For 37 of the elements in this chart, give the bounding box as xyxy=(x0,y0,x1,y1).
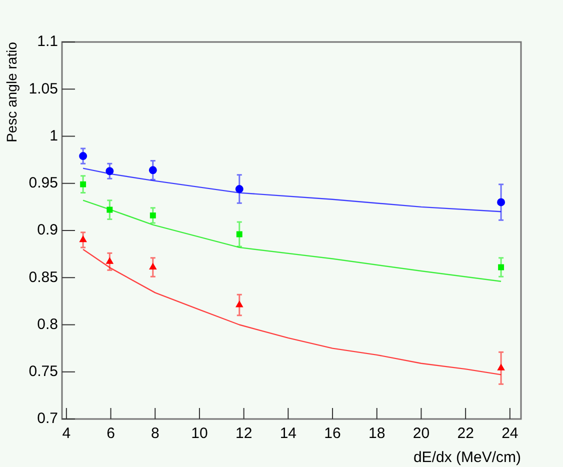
y-tick-label: 1 xyxy=(50,127,58,144)
x-tick-label: 10 xyxy=(191,425,208,442)
x-tick-label: 22 xyxy=(457,425,474,442)
x-tick-label: 18 xyxy=(368,425,386,442)
x-tick-label: 12 xyxy=(235,425,252,442)
point xyxy=(106,258,114,264)
point xyxy=(149,263,156,270)
point xyxy=(498,364,505,370)
x-tick-label: 8 xyxy=(150,425,160,442)
y-tick-label: 0.85 xyxy=(28,268,58,286)
point xyxy=(80,181,86,188)
point xyxy=(150,212,156,218)
x-axis-title: dE/dx (MeV/cm) xyxy=(413,449,521,466)
y-tick-label: 0.95 xyxy=(28,174,58,192)
y-tick-label: 0.8 xyxy=(37,316,58,333)
x-tick-label: 4 xyxy=(62,425,71,442)
point xyxy=(235,185,244,194)
y-tick-label: 0.7 xyxy=(37,410,58,428)
y-tick-label: 1.1 xyxy=(37,33,58,50)
point xyxy=(79,152,88,160)
point xyxy=(498,264,504,270)
x-tick-label: 6 xyxy=(106,425,115,442)
point xyxy=(148,166,157,174)
x-tick-label: 14 xyxy=(280,425,297,442)
x-tick-label: 16 xyxy=(324,425,341,442)
point xyxy=(80,236,87,242)
point xyxy=(497,198,506,206)
y-axis-title: Pesc angle ratio xyxy=(3,42,20,142)
y-tick-label: 0.75 xyxy=(28,363,58,380)
y-tick-label: 0.9 xyxy=(37,222,58,239)
x-tick-label: 20 xyxy=(412,425,430,442)
point xyxy=(236,300,243,308)
point xyxy=(106,167,114,176)
x-tick-label: 24 xyxy=(502,425,518,442)
point xyxy=(106,206,113,213)
y-tick-label: 1.05 xyxy=(28,80,58,98)
point xyxy=(236,231,242,238)
